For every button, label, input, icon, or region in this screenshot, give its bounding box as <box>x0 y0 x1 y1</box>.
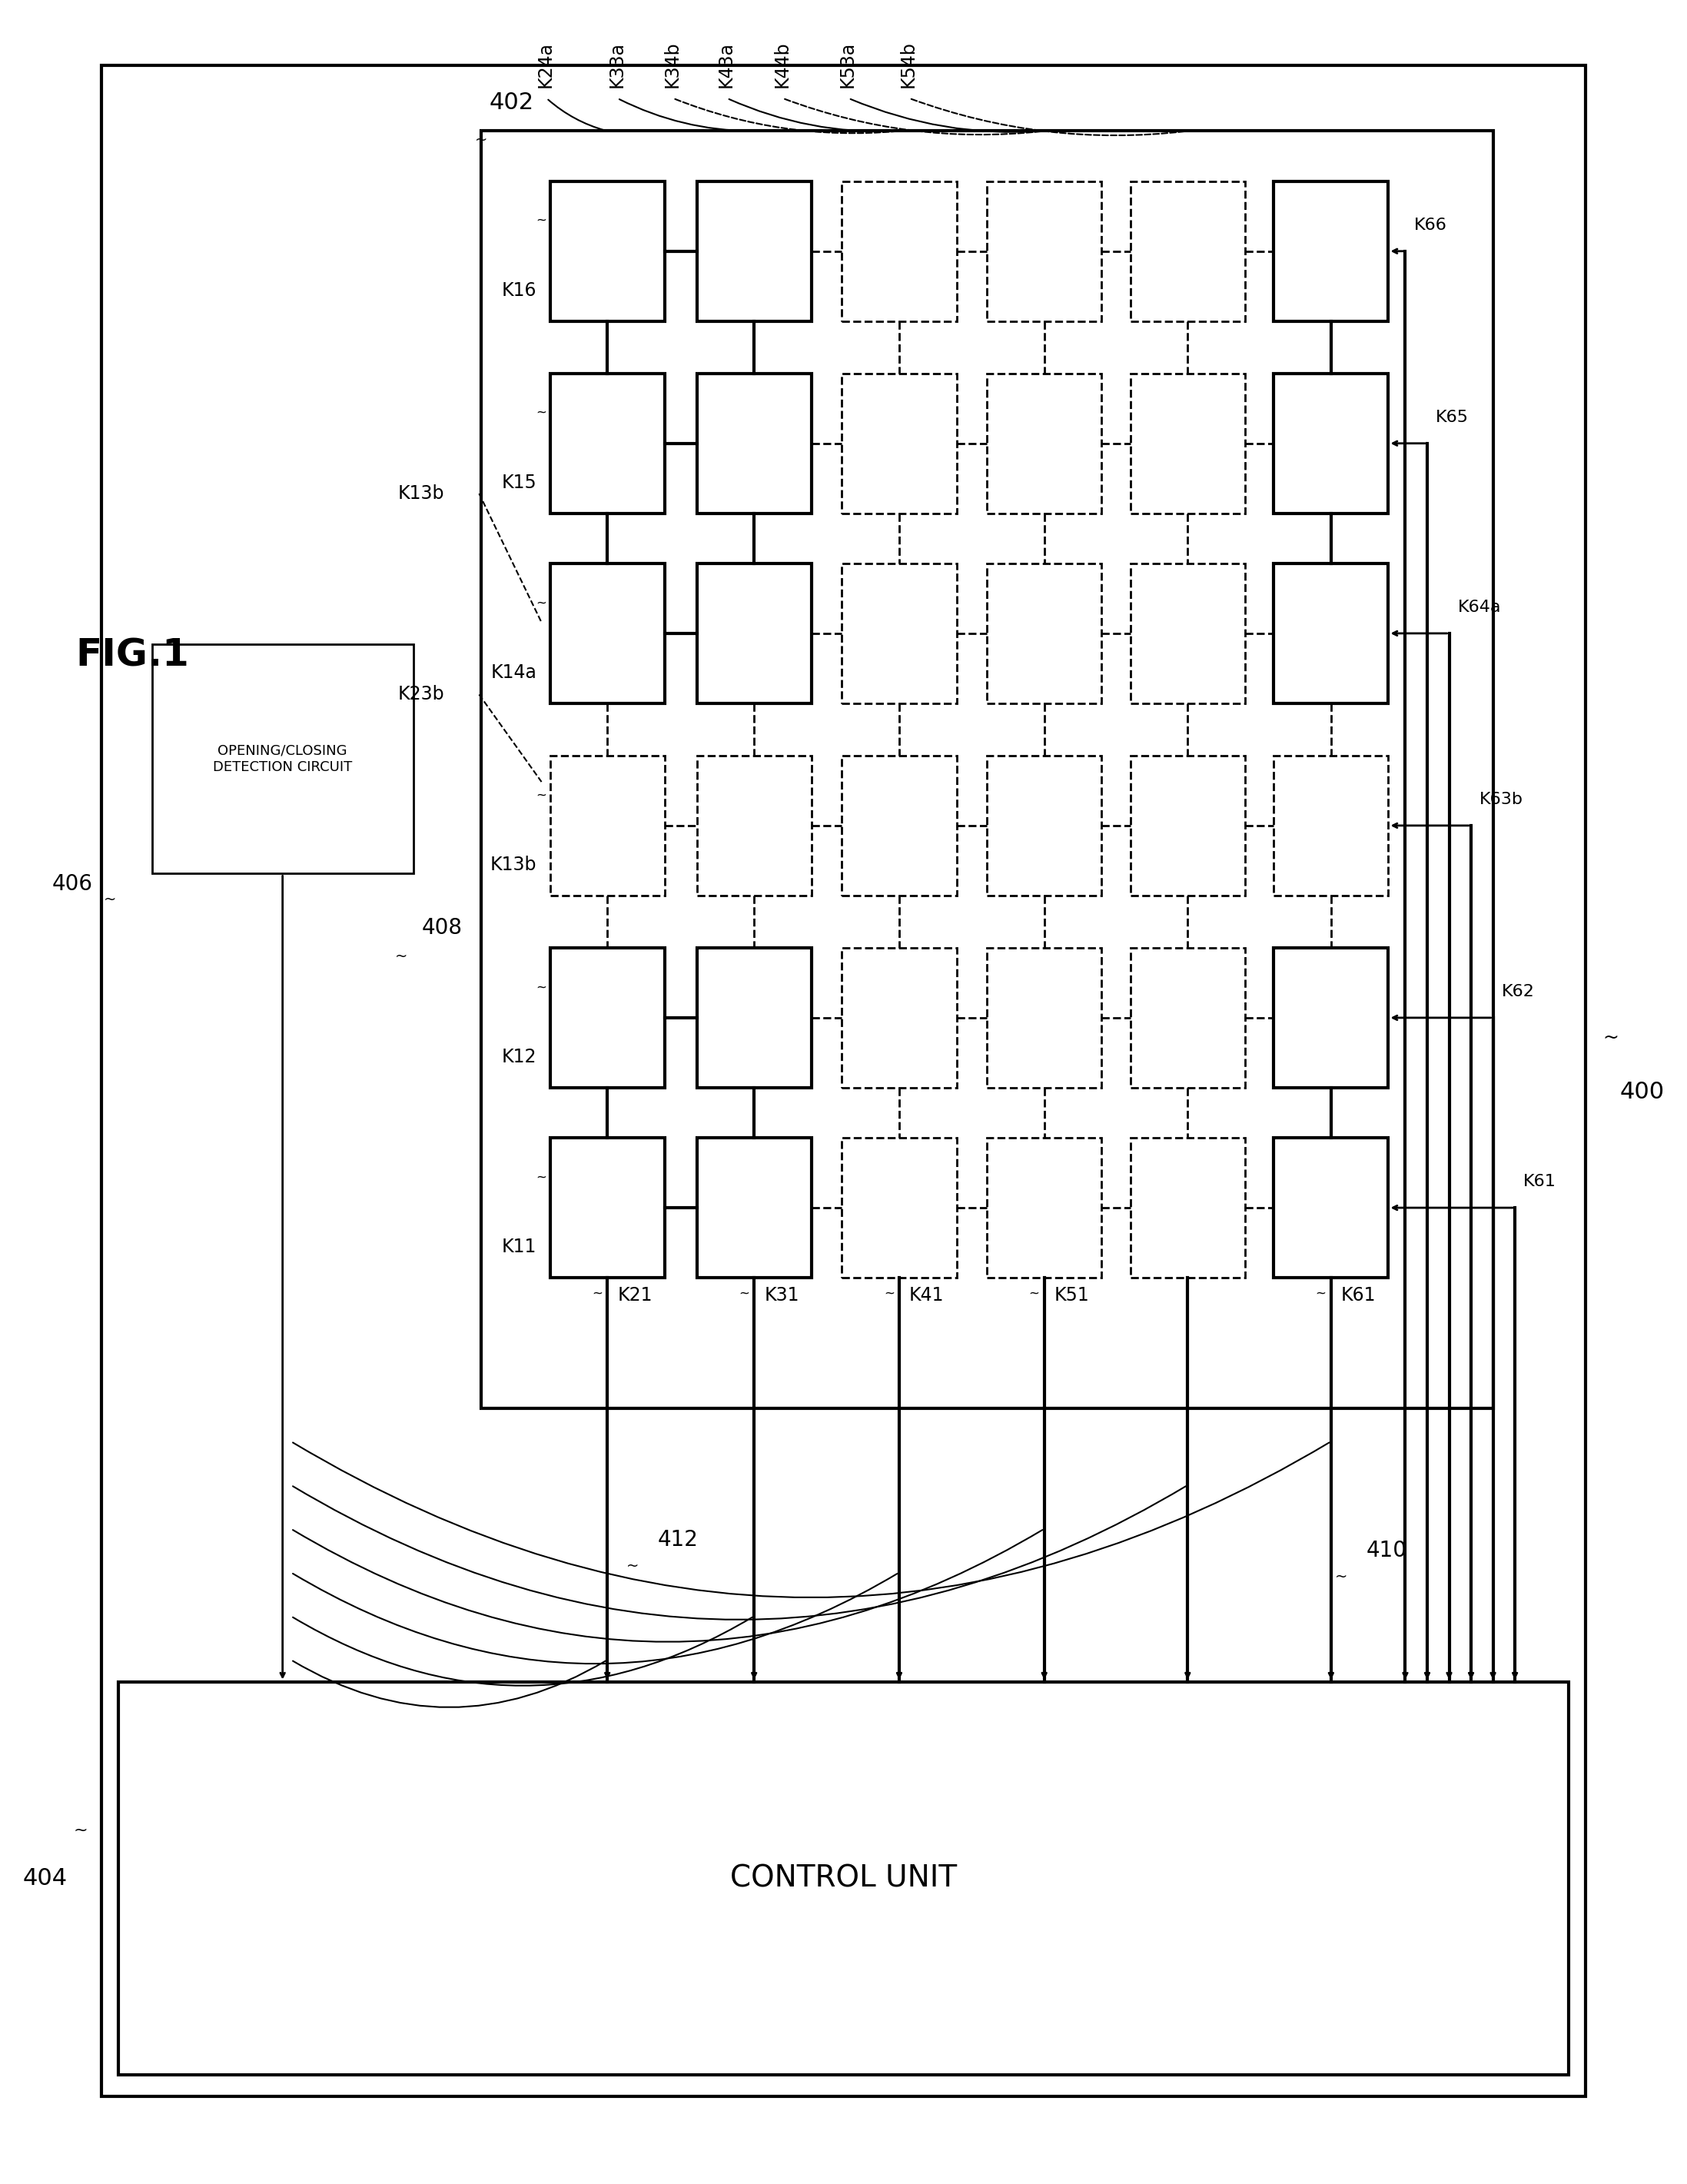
Polygon shape <box>1130 563 1245 703</box>
Polygon shape <box>842 373 957 513</box>
Text: K12: K12 <box>501 1048 536 1066</box>
Text: K11: K11 <box>501 1238 536 1256</box>
Polygon shape <box>1130 181 1245 321</box>
Text: 406: 406 <box>52 874 93 895</box>
Polygon shape <box>550 181 665 321</box>
Text: K62: K62 <box>1501 983 1535 1000</box>
Polygon shape <box>987 181 1102 321</box>
Text: K31: K31 <box>764 1286 800 1304</box>
Text: ~: ~ <box>536 214 547 227</box>
Polygon shape <box>987 373 1102 513</box>
Text: K61: K61 <box>1523 1173 1557 1190</box>
Text: K23b: K23b <box>398 686 445 703</box>
Text: K13b: K13b <box>489 856 536 874</box>
Text: ~: ~ <box>103 893 116 906</box>
Polygon shape <box>842 181 957 321</box>
Text: K16: K16 <box>501 282 536 299</box>
Polygon shape <box>697 373 811 513</box>
Polygon shape <box>550 563 665 703</box>
Polygon shape <box>697 563 811 703</box>
Text: OPENING/CLOSING
DETECTION CIRCUIT: OPENING/CLOSING DETECTION CIRCUIT <box>213 745 353 773</box>
Text: K15: K15 <box>501 474 536 491</box>
Polygon shape <box>987 1138 1102 1278</box>
Text: ~: ~ <box>536 406 547 419</box>
Text: K51: K51 <box>1054 1286 1090 1304</box>
Polygon shape <box>550 948 665 1088</box>
Text: CONTROL UNIT: CONTROL UNIT <box>730 1863 957 1894</box>
Text: ~: ~ <box>1029 1286 1039 1299</box>
Polygon shape <box>842 756 957 895</box>
Text: K44b: K44b <box>773 41 791 87</box>
Text: K65: K65 <box>1436 408 1469 426</box>
Polygon shape <box>1130 1138 1245 1278</box>
Text: ~: ~ <box>1334 1570 1348 1583</box>
Text: 404: 404 <box>24 1867 67 1889</box>
Text: K34b: K34b <box>663 41 682 87</box>
Polygon shape <box>1274 948 1388 1088</box>
Polygon shape <box>481 131 1493 1409</box>
Text: K33a: K33a <box>607 41 626 87</box>
Text: K41: K41 <box>909 1286 945 1304</box>
Polygon shape <box>1274 756 1388 895</box>
Polygon shape <box>101 66 1586 2097</box>
Polygon shape <box>1130 948 1245 1088</box>
Text: K24a: K24a <box>536 41 555 87</box>
Text: K21: K21 <box>617 1286 653 1304</box>
Text: ~: ~ <box>536 596 547 609</box>
Polygon shape <box>842 563 957 703</box>
Text: ~: ~ <box>739 1286 749 1299</box>
Text: ~: ~ <box>536 1171 547 1184</box>
Text: ~: ~ <box>74 1821 88 1839</box>
Text: ~: ~ <box>536 981 547 994</box>
Text: ~: ~ <box>1603 1029 1620 1046</box>
Text: ~: ~ <box>474 133 488 146</box>
Text: K54b: K54b <box>899 41 918 87</box>
Polygon shape <box>1274 1138 1388 1278</box>
Polygon shape <box>1274 181 1388 321</box>
Polygon shape <box>987 756 1102 895</box>
Text: K13b: K13b <box>398 485 445 502</box>
Polygon shape <box>118 1682 1569 2075</box>
Polygon shape <box>152 644 413 874</box>
Text: 410: 410 <box>1366 1540 1407 1562</box>
Text: K43a: K43a <box>717 41 736 87</box>
Polygon shape <box>1130 373 1245 513</box>
Text: FIG.1: FIG.1 <box>76 638 189 673</box>
Polygon shape <box>550 1138 665 1278</box>
Text: ~: ~ <box>536 788 547 802</box>
Text: ~: ~ <box>1316 1286 1326 1299</box>
Text: ~: ~ <box>884 1286 894 1299</box>
Text: K61: K61 <box>1341 1286 1377 1304</box>
Text: ~: ~ <box>395 950 408 963</box>
Polygon shape <box>842 948 957 1088</box>
Text: K53a: K53a <box>838 41 857 87</box>
Polygon shape <box>1274 373 1388 513</box>
Text: K66: K66 <box>1414 216 1447 234</box>
Polygon shape <box>697 1138 811 1278</box>
Text: ~: ~ <box>592 1286 602 1299</box>
Text: 412: 412 <box>658 1529 698 1551</box>
Text: ~: ~ <box>626 1559 639 1572</box>
Polygon shape <box>697 181 811 321</box>
Polygon shape <box>987 563 1102 703</box>
Polygon shape <box>1130 756 1245 895</box>
Text: K14a: K14a <box>491 664 536 681</box>
Polygon shape <box>987 948 1102 1088</box>
Text: 402: 402 <box>489 92 533 114</box>
Polygon shape <box>550 373 665 513</box>
Text: K63b: K63b <box>1479 791 1523 808</box>
Polygon shape <box>1274 563 1388 703</box>
Polygon shape <box>842 1138 957 1278</box>
Polygon shape <box>697 948 811 1088</box>
Text: K64a: K64a <box>1458 598 1501 616</box>
Text: 408: 408 <box>422 917 462 939</box>
Polygon shape <box>697 756 811 895</box>
Text: 400: 400 <box>1620 1081 1663 1103</box>
Polygon shape <box>550 756 665 895</box>
